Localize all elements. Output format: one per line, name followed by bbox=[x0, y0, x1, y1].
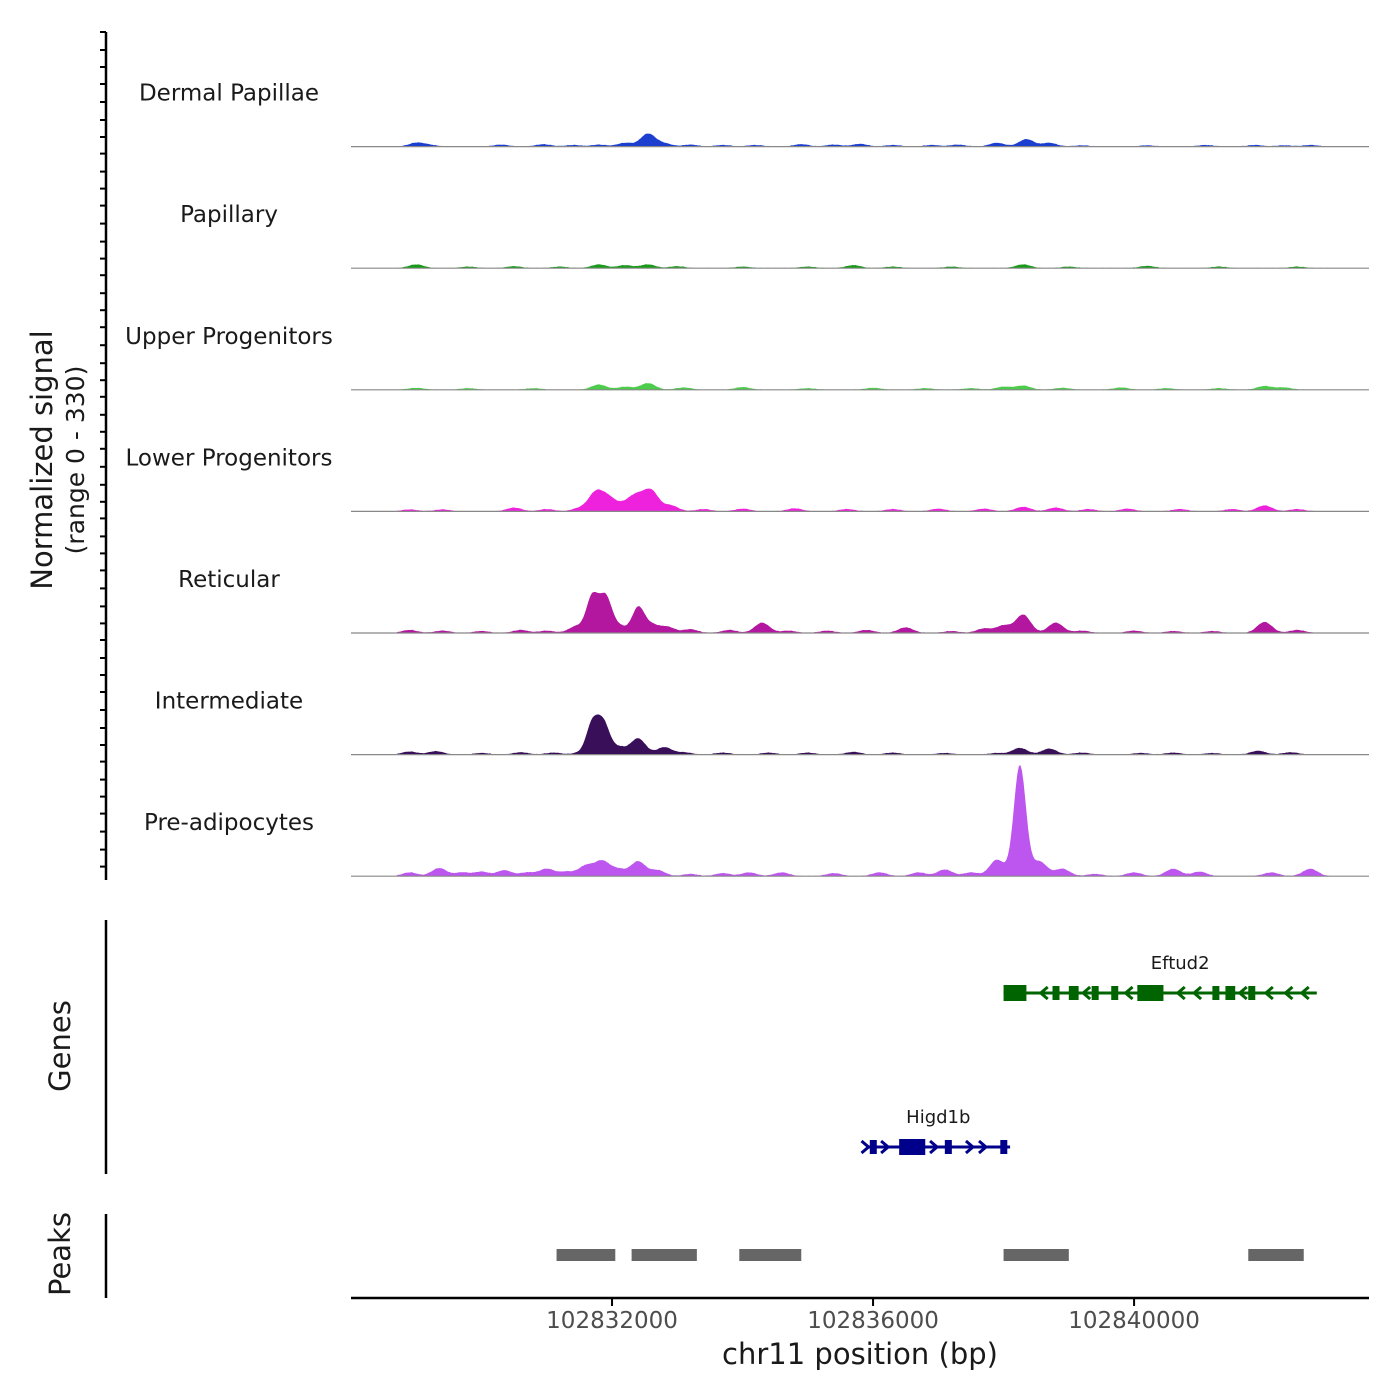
gene-exon bbox=[1052, 986, 1060, 1000]
track-label: Papillary bbox=[180, 202, 278, 228]
peak-region bbox=[1003, 1249, 1069, 1261]
track-label: Reticular bbox=[178, 567, 280, 593]
x-axis-title: chr11 position (bp) bbox=[722, 1337, 998, 1371]
coverage-tracks: Dermal Papillae Papillary Upper Progenitor… bbox=[125, 81, 1369, 877]
peak-region bbox=[631, 1249, 697, 1261]
gene-exon bbox=[1000, 1140, 1008, 1154]
strand-arrow bbox=[1123, 985, 1134, 1001]
signal-area bbox=[396, 765, 1330, 877]
gene-exon bbox=[1137, 985, 1164, 1001]
peak-region bbox=[1248, 1249, 1304, 1261]
track-upper-progenitors: Upper Progenitors bbox=[125, 324, 1369, 391]
strand-arrow bbox=[1263, 985, 1274, 1001]
track-pre-adipocytes: Pre-adipocytes bbox=[144, 765, 1369, 877]
strand-arrow bbox=[1080, 985, 1092, 1001]
gene-label: Higd1b bbox=[906, 1107, 970, 1128]
gene-exon bbox=[1091, 986, 1099, 1000]
track-reticular: Reticular bbox=[178, 567, 1369, 634]
gene-track: Eftud2 Higd1b bbox=[860, 953, 1317, 1155]
gene-exon bbox=[1225, 986, 1236, 1000]
gene-eftud2: Eftud2 bbox=[1003, 953, 1317, 1001]
y-axis-title-line2: (range 0 - 330) bbox=[61, 366, 90, 555]
track-label: Lower Progenitors bbox=[126, 445, 333, 471]
strand-arrow bbox=[964, 1139, 976, 1155]
signal-area bbox=[396, 383, 1330, 390]
gene-exon bbox=[1111, 986, 1119, 1000]
x-axis-ticks: 102832000 102836000 102840000 bbox=[546, 1298, 1200, 1334]
signal-y-axis-ticks bbox=[100, 31, 106, 868]
gene-exon bbox=[1248, 986, 1256, 1000]
peak-region bbox=[739, 1249, 802, 1261]
signal-area bbox=[396, 714, 1330, 755]
track-intermediate: Intermediate bbox=[155, 689, 1369, 756]
strand-arrow bbox=[880, 1139, 891, 1155]
x-tick-label: 102836000 bbox=[807, 1308, 939, 1334]
strand-arrow bbox=[1283, 985, 1294, 1001]
gene-exon bbox=[1003, 985, 1027, 1001]
signal-area bbox=[396, 591, 1330, 633]
strand-arrow bbox=[929, 1139, 940, 1155]
strand-arrow bbox=[1175, 985, 1186, 1001]
x-tick-label: 102832000 bbox=[546, 1308, 678, 1334]
gene-exon bbox=[1212, 986, 1220, 1000]
track-papillary: Papillary bbox=[180, 202, 1369, 269]
track-label: Pre-adipocytes bbox=[144, 810, 314, 836]
track-label: Dermal Papillae bbox=[139, 81, 319, 107]
track-lower-progenitors: Lower Progenitors bbox=[126, 445, 1369, 512]
gene-exon bbox=[869, 1140, 877, 1154]
peaks-panel-label: Peaks bbox=[43, 1212, 77, 1296]
track-label: Intermediate bbox=[155, 689, 303, 715]
track-label: Upper Progenitors bbox=[125, 324, 333, 350]
strand-arrow bbox=[978, 1139, 989, 1155]
gene-label: Eftud2 bbox=[1151, 953, 1210, 974]
strand-arrow bbox=[860, 1139, 871, 1155]
signal-area bbox=[396, 264, 1330, 269]
peak-track bbox=[556, 1249, 1304, 1261]
strand-arrow bbox=[1038, 985, 1049, 1001]
y-axis-title-line1: Normalized signal bbox=[25, 330, 59, 589]
genes-panel-label: Genes bbox=[43, 1000, 77, 1092]
signal-area bbox=[396, 488, 1330, 512]
strand-arrow bbox=[1299, 985, 1310, 1001]
x-tick-label: 102840000 bbox=[1068, 1308, 1200, 1334]
gene-exon bbox=[1068, 986, 1079, 1000]
gene-higd1b: Higd1b bbox=[860, 1107, 1011, 1155]
signal-area bbox=[396, 133, 1330, 147]
peak-region bbox=[556, 1249, 616, 1261]
strand-arrow bbox=[1237, 985, 1248, 1001]
track-dermal-papillae: Dermal Papillae bbox=[139, 81, 1369, 148]
strand-arrow bbox=[1191, 985, 1203, 1001]
gene-exon bbox=[899, 1139, 926, 1155]
gene-exon bbox=[944, 1140, 952, 1154]
